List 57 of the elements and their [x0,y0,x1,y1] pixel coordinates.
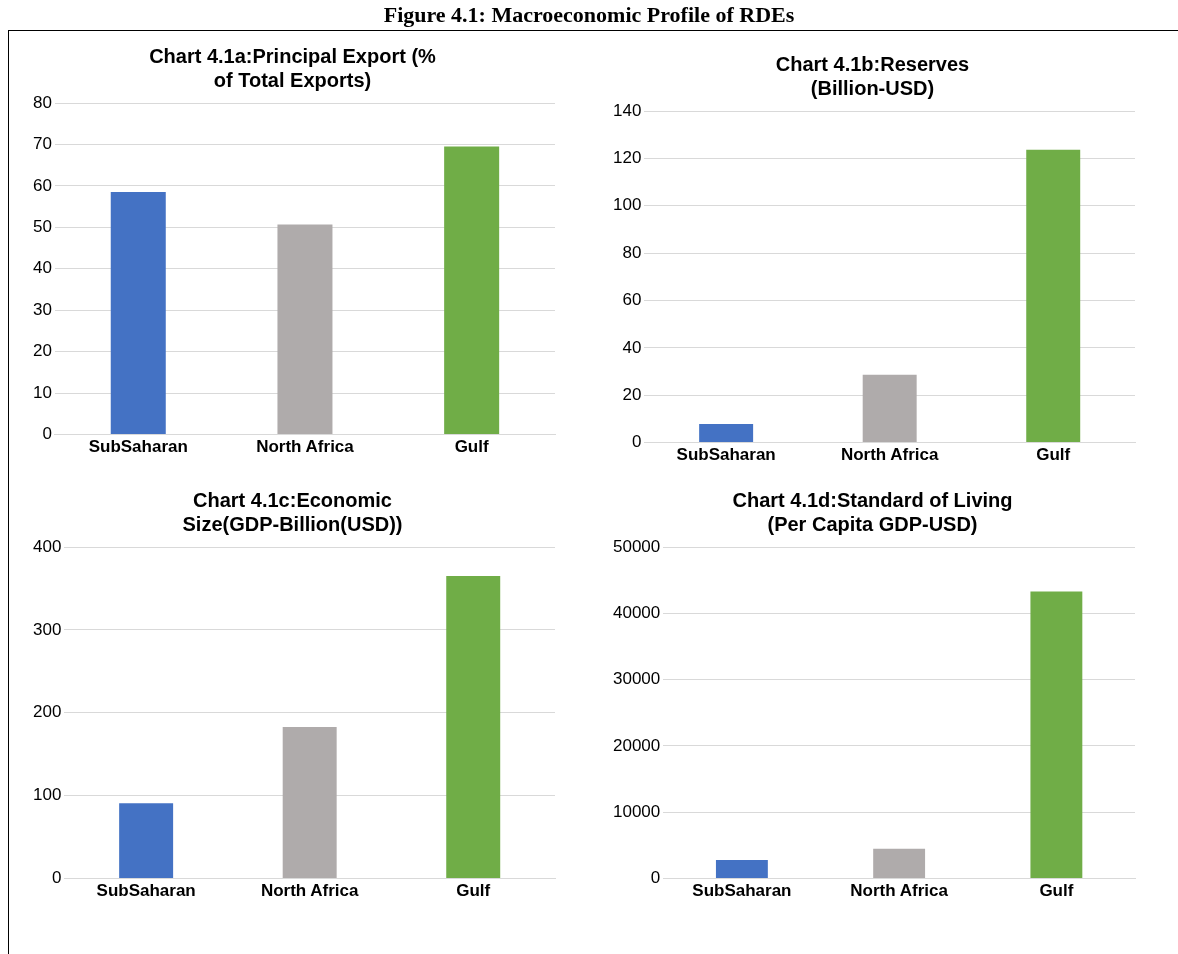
y-tick-label: 80 [32,92,52,112]
chart-title: Chart 4.1b:Reserves (Billion-USD) [775,52,970,99]
bar [715,860,768,879]
y-tick-label: 100 [32,785,62,805]
y-tick-label: 50 [32,217,52,237]
y-tick-label: 400 [32,536,62,556]
bar [699,423,754,443]
y-tick-label: 40000 [612,603,661,623]
y-tick-label: 100 [612,195,642,215]
x-tick-label: SubSaharan [96,881,196,901]
y-tick-label: 0 [42,424,52,444]
y-tick-label: 50000 [612,536,661,556]
bar [1026,149,1081,443]
y-tick-label: 30 [32,299,52,319]
bar [862,374,917,443]
y-tick-label: 60 [32,175,52,195]
chart-title: Chart 4.1c:Economic Size(GDP-Billion(USD)) [182,488,403,535]
bar [277,224,333,435]
y-tick-label: 0 [650,868,661,888]
x-tick-label: Gulf [456,881,491,901]
x-tick-label: SubSaharan [88,437,188,457]
y-tick-label: 140 [612,100,642,120]
bar [444,146,500,435]
y-tick-label: 0 [51,868,62,888]
x-tick-label: North Africa [840,445,940,465]
x-tick-label: Gulf [1036,445,1071,465]
x-tick-label: SubSaharan [692,881,792,901]
bar [282,726,337,879]
y-tick-label: 60 [622,290,642,310]
y-tick-label: 120 [612,148,642,168]
chart-title: Chart 4.1d:Standard of Living (Per Capita GDP-USD) [732,488,1013,535]
y-tick-label: 80 [622,242,642,262]
x-tick-label: North Africa [260,881,360,901]
bar [446,576,501,879]
y-tick-label: 10000 [612,801,661,821]
y-tick-label: 40 [32,258,52,278]
chart-title: Chart 4.1a:Principal Export (% of Total Exports) [149,44,437,91]
y-tick-label: 20 [622,384,642,404]
bar [119,803,174,879]
x-tick-label: Gulf [454,437,489,457]
x-tick-label: Gulf [1039,881,1074,901]
bar [110,192,166,435]
y-tick-label: 40 [622,337,642,357]
y-tick-label: 10 [32,382,52,402]
y-tick-label: 200 [32,702,62,722]
y-tick-label: 300 [32,619,62,639]
y-tick-label: 0 [631,432,642,452]
caption: Figure 4.1: Macroeconomic Profile of RDEs [382,2,796,28]
bar [1030,591,1083,879]
x-tick-label: SubSaharan [676,445,776,465]
y-tick-label: 30000 [612,669,661,689]
y-tick-label: 20 [32,341,52,361]
y-tick-label: 20000 [612,735,661,755]
y-tick-label: 70 [32,134,52,154]
bar [873,848,926,879]
x-tick-label: North Africa [850,881,949,901]
x-tick-label: North Africa [256,437,355,457]
